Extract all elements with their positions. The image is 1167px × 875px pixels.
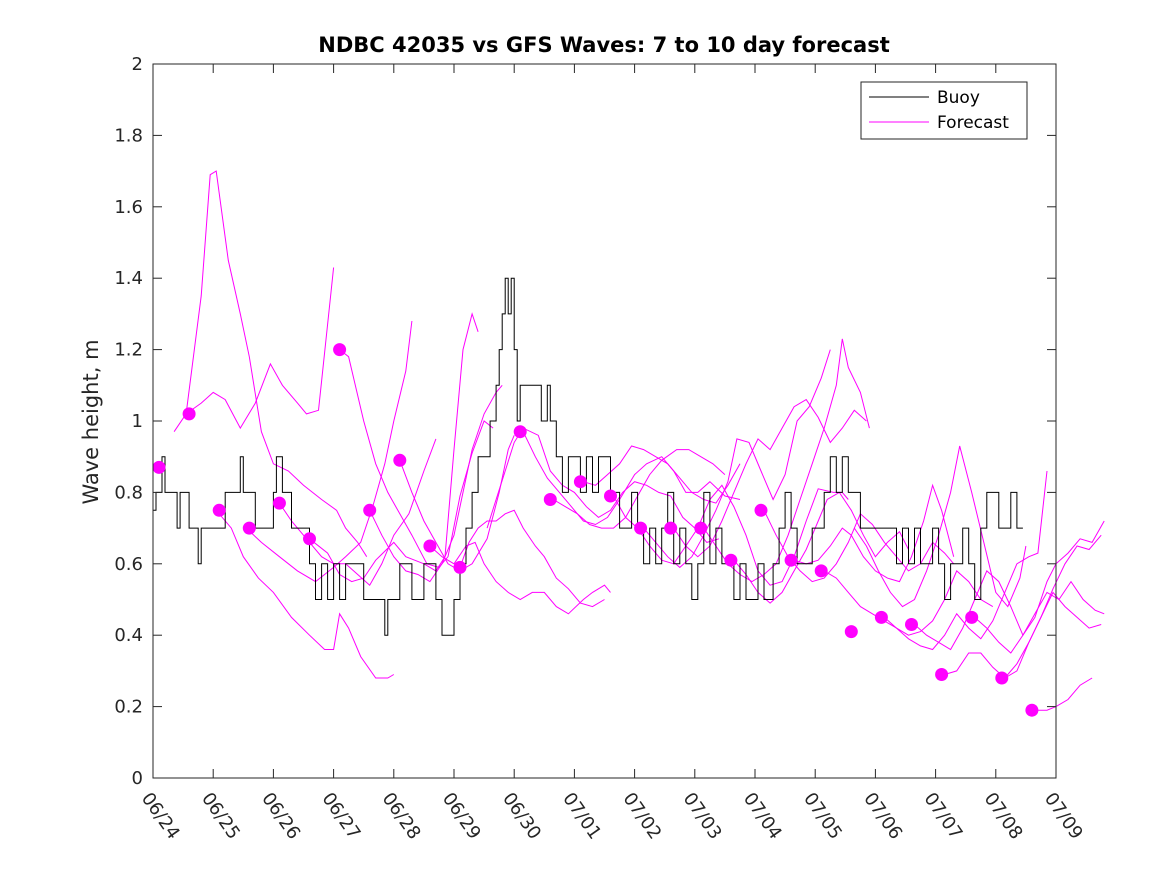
forecast-line-0 bbox=[173, 170, 368, 557]
forecast-line-9 bbox=[429, 541, 611, 615]
forecast-marker-27 bbox=[995, 671, 1009, 685]
y-tick-label-8: 1.6 bbox=[114, 197, 143, 218]
forecast-line-17 bbox=[673, 398, 867, 558]
forecast-marker-5 bbox=[303, 532, 316, 546]
forecast-line-26 bbox=[944, 534, 1102, 679]
forecast-marker-21 bbox=[814, 564, 828, 578]
y-tick-label-0: 0 bbox=[132, 768, 143, 789]
forecast-marker-4 bbox=[272, 496, 286, 510]
forecast-marker-8 bbox=[393, 453, 407, 467]
y-tick-label-4: 0.8 bbox=[114, 482, 143, 503]
y-tick-label-1: 0.2 bbox=[114, 697, 143, 718]
forecast-marker-22 bbox=[844, 625, 858, 639]
forecast-line-11 bbox=[486, 427, 720, 543]
forecast-marker-16 bbox=[664, 521, 678, 535]
buoy-line bbox=[153, 277, 1023, 636]
forecast-line-2 bbox=[215, 509, 395, 679]
y-axis-label: Wave height, m bbox=[79, 339, 103, 504]
forecast-marker-28 bbox=[1025, 703, 1039, 717]
forecast-line-10 bbox=[459, 509, 605, 608]
forecast-marker-25 bbox=[935, 668, 949, 681]
y-tick-label-10: 2 bbox=[132, 54, 143, 75]
forecast-line-24 bbox=[884, 470, 1048, 651]
forecast-marker-6 bbox=[333, 343, 347, 357]
legend-buoy-label: Buoy bbox=[937, 88, 980, 108]
chart-title: NDBC 42035 vs GFS Waves: 7 to 10 day for… bbox=[318, 33, 889, 57]
forecast-line-25 bbox=[914, 520, 1105, 651]
y-tick-label-3: 0.6 bbox=[114, 554, 143, 575]
legend-box bbox=[860, 81, 1028, 140]
forecast-marker-12 bbox=[543, 493, 557, 506]
forecast-marker-1 bbox=[182, 407, 196, 421]
forecast-line-21 bbox=[793, 483, 955, 583]
forecast-marker-20 bbox=[784, 553, 798, 567]
forecast-line-7 bbox=[369, 384, 503, 583]
forecast-marker-11 bbox=[513, 425, 527, 439]
forecast-line-5 bbox=[309, 312, 479, 583]
forecast-line-1 bbox=[185, 267, 335, 430]
forecast-marker-23 bbox=[874, 610, 888, 624]
forecast-marker-19 bbox=[754, 503, 768, 517]
y-tick-label-9: 1.8 bbox=[114, 125, 143, 146]
forecast-marker-10 bbox=[453, 560, 467, 574]
y-tick-label-2: 0.4 bbox=[114, 625, 143, 646]
data-layer bbox=[152, 170, 1105, 717]
legend: Buoy Forecast bbox=[860, 81, 1028, 140]
forecast-marker-7 bbox=[363, 503, 377, 517]
legend-forecast-label: Forecast bbox=[937, 113, 1009, 133]
forecast-marker-17 bbox=[694, 521, 708, 535]
forecast-marker-2 bbox=[212, 503, 226, 517]
forecast-marker-3 bbox=[242, 521, 256, 535]
forecast-marker-15 bbox=[634, 521, 648, 535]
forecast-marker-24 bbox=[905, 618, 918, 631]
forecast-marker-14 bbox=[604, 489, 617, 503]
forecast-line-3 bbox=[245, 320, 413, 583]
forecast-marker-9 bbox=[423, 539, 437, 553]
forecast-line-12 bbox=[522, 431, 741, 526]
forecast-line-14 bbox=[583, 445, 741, 504]
forecast-line-15 bbox=[613, 484, 849, 586]
forecast-line-29 bbox=[1034, 677, 1093, 711]
forecast-marker-0 bbox=[152, 460, 166, 474]
forecast-line-22 bbox=[823, 570, 994, 636]
y-tick-label-6: 1.2 bbox=[114, 340, 143, 361]
y-tick-label-5: 1 bbox=[132, 411, 143, 432]
forecast-line-27 bbox=[974, 580, 1105, 654]
forecast-line-28 bbox=[1004, 591, 1102, 679]
forecast-marker-18 bbox=[724, 553, 738, 567]
forecast-marker-26 bbox=[965, 610, 979, 624]
forecast-marker-13 bbox=[573, 475, 587, 489]
y-tick-label-7: 1.4 bbox=[114, 268, 143, 289]
